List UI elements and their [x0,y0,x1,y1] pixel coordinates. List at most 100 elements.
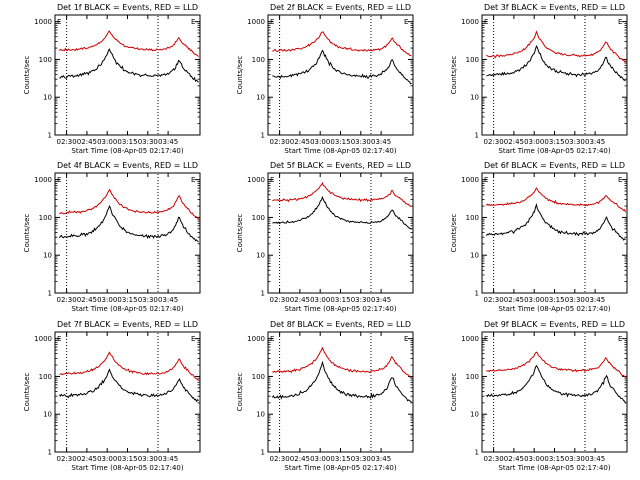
y-tick-label: 100 [466,214,479,222]
y-tick-label: 10 [43,411,52,419]
corner-mark: E [191,176,195,184]
x-tick-label: 03:30 [138,296,158,304]
plot-frame [481,331,628,453]
y-tick-label: 100 [252,214,265,222]
x-tick-label: 03:30 [351,138,371,146]
corner-mark: E [404,18,408,26]
y-tick-label: 100 [39,56,52,64]
corner-mark: E [191,18,195,26]
y-axis-label: Counts/sec [450,56,458,95]
panel-det-7: Det 7f BLACK = Events, RED = LLDEE110100… [23,320,201,472]
x-axis-label: Start Time (08-Apr-05 02:17:40) [498,464,610,472]
x-tick-label: 02:45 [504,296,524,304]
x-tick-label: 03:15 [330,138,350,146]
plot-frame [54,172,201,294]
series-line-lld [272,181,412,207]
panel-det-1: Det 1f BLACK = Events, RED = LLDEE110100… [23,3,201,155]
series-line-events [485,202,626,241]
y-axis-label: Counts/sec [236,373,244,412]
y-tick-label: 1 [261,449,265,457]
y-tick-label: 100 [252,56,265,64]
x-tick-label: 03:30 [565,296,585,304]
series-line-events [59,48,199,83]
y-tick-label: 1 [261,290,265,298]
x-tick-label: 03:30 [565,138,585,146]
series-line-lld [486,351,626,378]
x-tick-label: 03:00 [310,138,330,146]
x-tick-label: 02:30 [270,296,290,304]
panel-title: Det 1f BLACK = Events, RED = LLD [57,3,198,12]
x-tick-label: 03:45 [371,296,391,304]
series-line-events [271,360,412,403]
y-axis-label: Counts/sec [23,373,31,412]
y-axis-label: Counts/sec [236,214,244,253]
y-tick-label: 100 [39,373,52,381]
panel-det-9: Det 9f BLACK = Events, RED = LLDEE110100… [450,320,628,472]
y-tick-label: 1000 [247,335,265,343]
x-tick-label: 02:45 [504,455,524,463]
x-tick-label: 02:30 [270,138,290,146]
corner-mark: E [404,335,408,343]
x-tick-label: 02:30 [270,455,290,463]
x-tick-label: 02:45 [77,455,97,463]
x-axis-label: Start Time (08-Apr-05 02:17:40) [284,464,396,472]
y-tick-label: 10 [43,94,52,102]
x-tick-label: 03:00 [524,138,544,146]
x-tick-label: 02:45 [290,138,310,146]
x-tick-label: 03:00 [97,455,117,463]
x-tick-label: 02:45 [77,296,97,304]
corner-mark: E [618,335,622,343]
panel-det-3: Det 3f BLACK = Events, RED = LLDEE110100… [450,3,628,155]
x-tick-label: 02:45 [77,138,97,146]
x-axis-label: Start Time (08-Apr-05 02:17:40) [284,305,396,313]
y-tick-label: 1 [475,290,479,298]
series-line-lld [59,351,199,381]
corner-mark: E [404,176,408,184]
corner-mark: E [191,335,195,343]
y-tick-label: 10 [43,252,52,260]
y-tick-label: 10 [256,411,265,419]
y-tick-label: 10 [470,94,479,102]
panel-det-6: Det 6f BLACK = Events, RED = LLDEE110100… [450,161,628,313]
x-tick-label: 02:45 [290,296,310,304]
x-tick-label: 03:00 [97,296,117,304]
y-tick-label: 1 [261,132,265,140]
panel-title: Det 2f BLACK = Events, RED = LLD [270,3,411,12]
corner-mark: E [618,18,622,26]
x-tick-label: 02:45 [504,138,524,146]
y-tick-label: 10 [470,411,479,419]
x-tick-label: 03:00 [97,138,117,146]
x-tick-label: 03:30 [138,138,158,146]
y-tick-label: 1000 [461,18,479,26]
x-tick-label: 03:30 [138,455,158,463]
y-tick-label: 100 [39,214,52,222]
x-tick-label: 03:15 [544,455,564,463]
series-line-events [485,364,627,404]
x-tick-label: 03:00 [524,296,544,304]
series-line-lld [486,30,626,63]
x-tick-label: 03:45 [585,455,605,463]
x-tick-label: 03:00 [524,455,544,463]
x-tick-label: 03:30 [351,455,371,463]
series-line-events [58,368,199,403]
x-tick-label: 03:30 [565,455,585,463]
x-tick-label: 03:15 [117,296,137,304]
y-tick-label: 1 [475,449,479,457]
series-line-lld [272,31,412,57]
x-tick-label: 02:30 [57,455,77,463]
x-tick-label: 03:00 [310,296,330,304]
x-axis-label: Start Time (08-Apr-05 02:17:40) [71,305,183,313]
y-tick-label: 10 [256,252,265,260]
y-axis-label: Counts/sec [23,56,31,95]
panel-det-4: Det 4f BLACK = Events, RED = LLDEE110100… [23,161,201,313]
x-tick-label: 02:30 [484,455,504,463]
x-axis-label: Start Time (08-Apr-05 02:17:40) [498,305,610,313]
y-tick-label: 1000 [247,176,265,184]
panel-det-2: Det 2f BLACK = Events, RED = LLDEE110100… [236,3,414,155]
panel-title: Det 7f BLACK = Events, RED = LLD [57,320,198,329]
x-tick-label: 02:30 [57,138,77,146]
x-tick-label: 03:45 [585,296,605,304]
series-line-lld [58,30,199,57]
y-tick-label: 1 [48,449,52,457]
